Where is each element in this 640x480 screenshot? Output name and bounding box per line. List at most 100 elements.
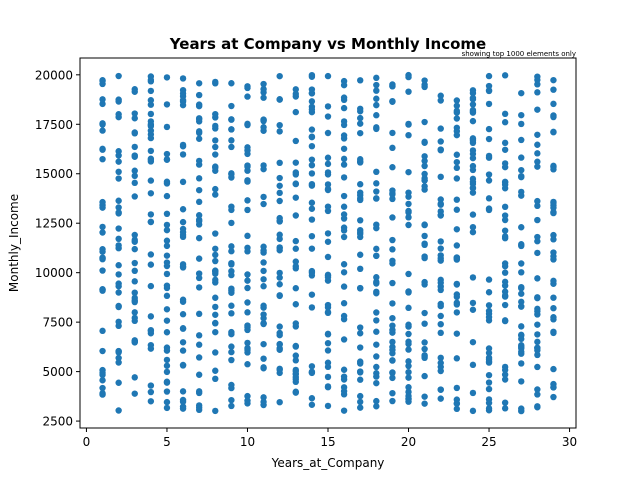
data-point [276, 174, 283, 182]
data-point [453, 355, 461, 362]
data-point [99, 156, 106, 163]
data-point [228, 116, 235, 123]
data-point [340, 233, 348, 241]
data-point [453, 196, 461, 203]
data-point [405, 384, 412, 391]
data-point [437, 238, 444, 245]
data-point [115, 271, 122, 278]
data-point [534, 321, 541, 328]
data-point [292, 245, 299, 252]
data-point [179, 405, 187, 412]
data-point [534, 403, 541, 410]
data-point [212, 320, 219, 327]
y-tick-label: 15000 [35, 167, 73, 181]
data-point [485, 354, 493, 361]
data-point [308, 106, 316, 113]
data-point [357, 330, 364, 337]
data-point [534, 391, 541, 398]
data-point [244, 197, 251, 204]
data-point [373, 112, 380, 119]
data-point [163, 306, 171, 313]
data-point [163, 388, 171, 395]
y-tick-label: 10000 [35, 266, 73, 280]
data-point [405, 321, 412, 328]
data-point [324, 230, 332, 237]
data-point [518, 89, 525, 97]
data-point [534, 311, 541, 318]
data-point [163, 347, 171, 354]
data-point [534, 294, 541, 302]
data-point [437, 395, 444, 402]
data-point [437, 312, 444, 320]
data-point [373, 274, 380, 281]
data-point [260, 267, 267, 275]
data-point [485, 135, 493, 143]
data-point [518, 350, 525, 357]
data-point [131, 110, 138, 117]
data-point [550, 198, 557, 206]
data-point [163, 178, 171, 185]
data-point [179, 90, 187, 97]
data-point [99, 100, 106, 108]
data-point [212, 164, 219, 171]
data-point [405, 221, 412, 229]
data-point [115, 289, 122, 296]
data-point [131, 278, 138, 285]
data-point [115, 158, 122, 165]
data-point [163, 74, 171, 81]
data-point [469, 338, 477, 346]
data-point [147, 177, 155, 184]
data-point [228, 381, 235, 389]
data-point [550, 314, 557, 321]
data-point [292, 368, 299, 375]
data-point [453, 206, 461, 213]
data-point [228, 248, 235, 255]
data-point [147, 134, 155, 142]
data-point [308, 216, 316, 223]
data-point [147, 190, 155, 197]
data-point [550, 166, 557, 173]
data-point [147, 211, 155, 218]
data-point [534, 233, 541, 241]
data-point [389, 257, 396, 265]
data-point [501, 317, 509, 324]
data-point [389, 82, 396, 90]
data-point [469, 178, 477, 186]
data-point [163, 317, 171, 324]
data-point [357, 392, 364, 400]
data-point [357, 181, 364, 188]
data-point [212, 267, 219, 274]
data-point [212, 303, 219, 311]
data-point [276, 189, 283, 197]
data-point [340, 407, 348, 414]
data-point [373, 81, 380, 89]
data-point [324, 308, 332, 316]
data-point [469, 361, 477, 369]
data-point [244, 144, 251, 151]
data-point [421, 320, 428, 327]
data-point [485, 125, 493, 133]
data-point [421, 372, 428, 380]
data-point [228, 206, 235, 214]
data-point [437, 329, 444, 337]
data-point [115, 262, 122, 269]
data-point [308, 86, 316, 93]
data-point [518, 192, 525, 199]
data-point [405, 193, 412, 200]
data-point [308, 291, 316, 298]
data-point [99, 327, 106, 335]
data-point [99, 287, 106, 294]
data-point [131, 193, 138, 200]
data-point [389, 369, 396, 376]
data-point [437, 354, 444, 362]
data-point [405, 121, 412, 128]
data-point [501, 269, 509, 276]
data-point [147, 218, 155, 226]
data-point [485, 205, 493, 212]
data-point [485, 310, 493, 317]
data-point [389, 236, 396, 244]
data-point [147, 110, 155, 118]
data-point [276, 341, 283, 348]
